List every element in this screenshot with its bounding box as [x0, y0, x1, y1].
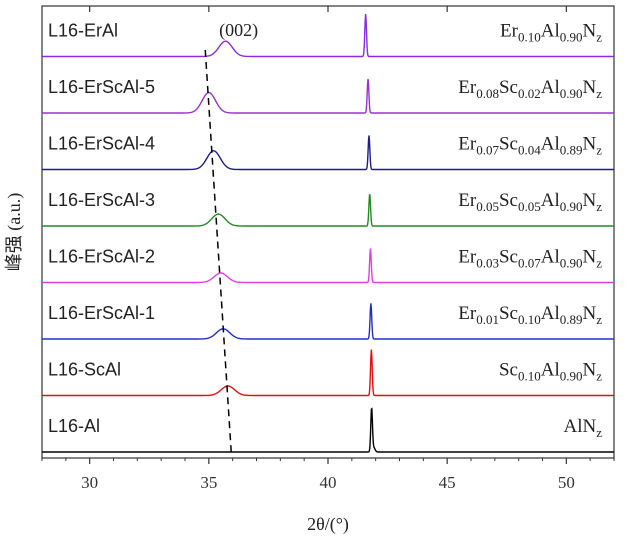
formula-element: Sc — [499, 190, 518, 211]
formula-element: N — [582, 247, 596, 268]
formula-element: Sc — [499, 247, 518, 268]
series-formula-label: Er0.05​Sc0.05​Al0.90​Nz​ — [458, 190, 602, 214]
formula-element: N — [582, 134, 596, 155]
x-tick-label: 35 — [200, 473, 217, 492]
formula-subscript: 0.10 — [518, 30, 541, 45]
formula-element: Al — [541, 303, 560, 324]
series-line — [42, 303, 614, 340]
formula-subscript: 0.04 — [518, 143, 541, 158]
plot-border — [41, 5, 615, 459]
formula-element: Sc — [499, 77, 518, 98]
formula-subscript: 0.03 — [476, 256, 499, 271]
labels: L16-ErAlEr0.10​Al0.90​Nz​L16-ErScAl-5Er0… — [48, 21, 602, 441]
formula-subscript: z — [596, 256, 602, 271]
series-line — [42, 135, 614, 171]
formula-element: Er — [458, 247, 477, 268]
series-line — [42, 78, 614, 114]
series-formula-label: Sc0.10​Al0.90​Nz​ — [499, 360, 602, 384]
series-line — [42, 194, 614, 227]
series-formula-label: AlNz​ — [563, 416, 602, 440]
x-tick-label: 45 — [439, 473, 456, 492]
formula-subscript: z — [596, 30, 602, 45]
formula-subscript: 0.10 — [518, 369, 541, 384]
series-name-label: L16-ErScAl-1 — [48, 303, 155, 323]
formula-subscript: z — [596, 86, 602, 101]
formula-subscript: z — [596, 425, 602, 440]
formula-subscript: 0.05 — [518, 199, 541, 214]
series-formula-label: Er0.10​Al0.90​Nz​ — [500, 21, 602, 45]
x-tick-label: 40 — [320, 473, 337, 492]
x-tick-label: 50 — [558, 473, 575, 492]
series-line — [42, 407, 614, 453]
formula-element: N — [582, 303, 596, 324]
series-name-label: L16-ErScAl-5 — [48, 77, 155, 97]
formula-subscript: 0.90 — [560, 199, 583, 214]
series-name-label: L16-ErScAl-4 — [48, 134, 155, 154]
x-tick-label: 30 — [81, 473, 98, 492]
formula-element: N — [582, 21, 596, 42]
formula-element: Al — [541, 360, 560, 381]
formula-element: Sc — [499, 360, 518, 381]
formula-subscript: 0.89 — [560, 143, 583, 158]
series-formula-label: Er0.01​Sc0.10​Al0.89​Nz​ — [458, 303, 602, 327]
y-axis-title: 峰强 (a.u.) — [4, 193, 25, 271]
formula-subscript: 0.02 — [518, 86, 541, 101]
series-name-label: L16-ScAl — [48, 360, 121, 380]
formula-element: N — [582, 360, 596, 381]
formula-subscript: 0.07 — [518, 256, 541, 271]
series-formula-label: Er0.03​Sc0.07​Al0.90​Nz​ — [458, 247, 602, 271]
formula-subscript: z — [596, 369, 602, 384]
formula-element: Sc — [499, 134, 518, 155]
formula-element: Al — [541, 247, 560, 268]
formula-element: Al — [541, 77, 560, 98]
series-formula-label: Er0.08​Sc0.02​Al0.90​Nz​ — [458, 77, 602, 101]
curves — [42, 13, 614, 453]
axes: 30 35 40 45 50 — [41, 6, 615, 492]
formula-subscript: z — [596, 312, 602, 327]
formula-element: Er — [458, 134, 477, 155]
peak-annotation: (002) — [219, 20, 258, 41]
formula-subscript: 0.90 — [560, 369, 583, 384]
formula-subscript: 0.05 — [476, 199, 499, 214]
formula-element: Er — [458, 303, 477, 324]
guide-dashed-line — [204, 49, 233, 457]
series-name-label: L16-ErScAl-2 — [48, 247, 155, 267]
formula-subscript: 0.10 — [518, 312, 541, 327]
formula-subscript: 0.89 — [560, 312, 583, 327]
formula-element: Al — [541, 21, 560, 42]
series-line — [42, 349, 614, 397]
formula-element: Er — [458, 77, 477, 98]
formula-element: Al — [541, 134, 560, 155]
formula-element: N — [582, 190, 596, 211]
formula-subscript: 0.08 — [476, 86, 499, 101]
formula-subscript: z — [596, 143, 602, 158]
x-axis-title: 2θ/(°) — [307, 514, 349, 535]
formula-subscript: 0.90 — [560, 256, 583, 271]
series-name-label: L16-ErScAl-3 — [48, 190, 155, 210]
formula-subscript: 0.90 — [560, 30, 583, 45]
series-name-label: L16-ErAl — [48, 21, 118, 41]
series-line — [42, 248, 614, 284]
formula-element: Er — [458, 190, 477, 211]
formula-element: Er — [500, 21, 519, 42]
series-name-label: L16-Al — [48, 416, 100, 436]
formula-subscript: 0.01 — [476, 312, 499, 327]
series-formula-label: Er0.07​Sc0.04​Al0.89​Nz​ — [458, 134, 602, 158]
formula-subscript: 0.90 — [560, 86, 583, 101]
formula-element: AlN — [563, 416, 596, 437]
series-line — [42, 13, 614, 58]
formula-subscript: 0.07 — [476, 143, 499, 158]
formula-subscript: z — [596, 199, 602, 214]
formula-element: Al — [541, 190, 560, 211]
formula-element: N — [582, 77, 596, 98]
formula-element: Sc — [499, 303, 518, 324]
plot-frame — [41, 5, 615, 459]
